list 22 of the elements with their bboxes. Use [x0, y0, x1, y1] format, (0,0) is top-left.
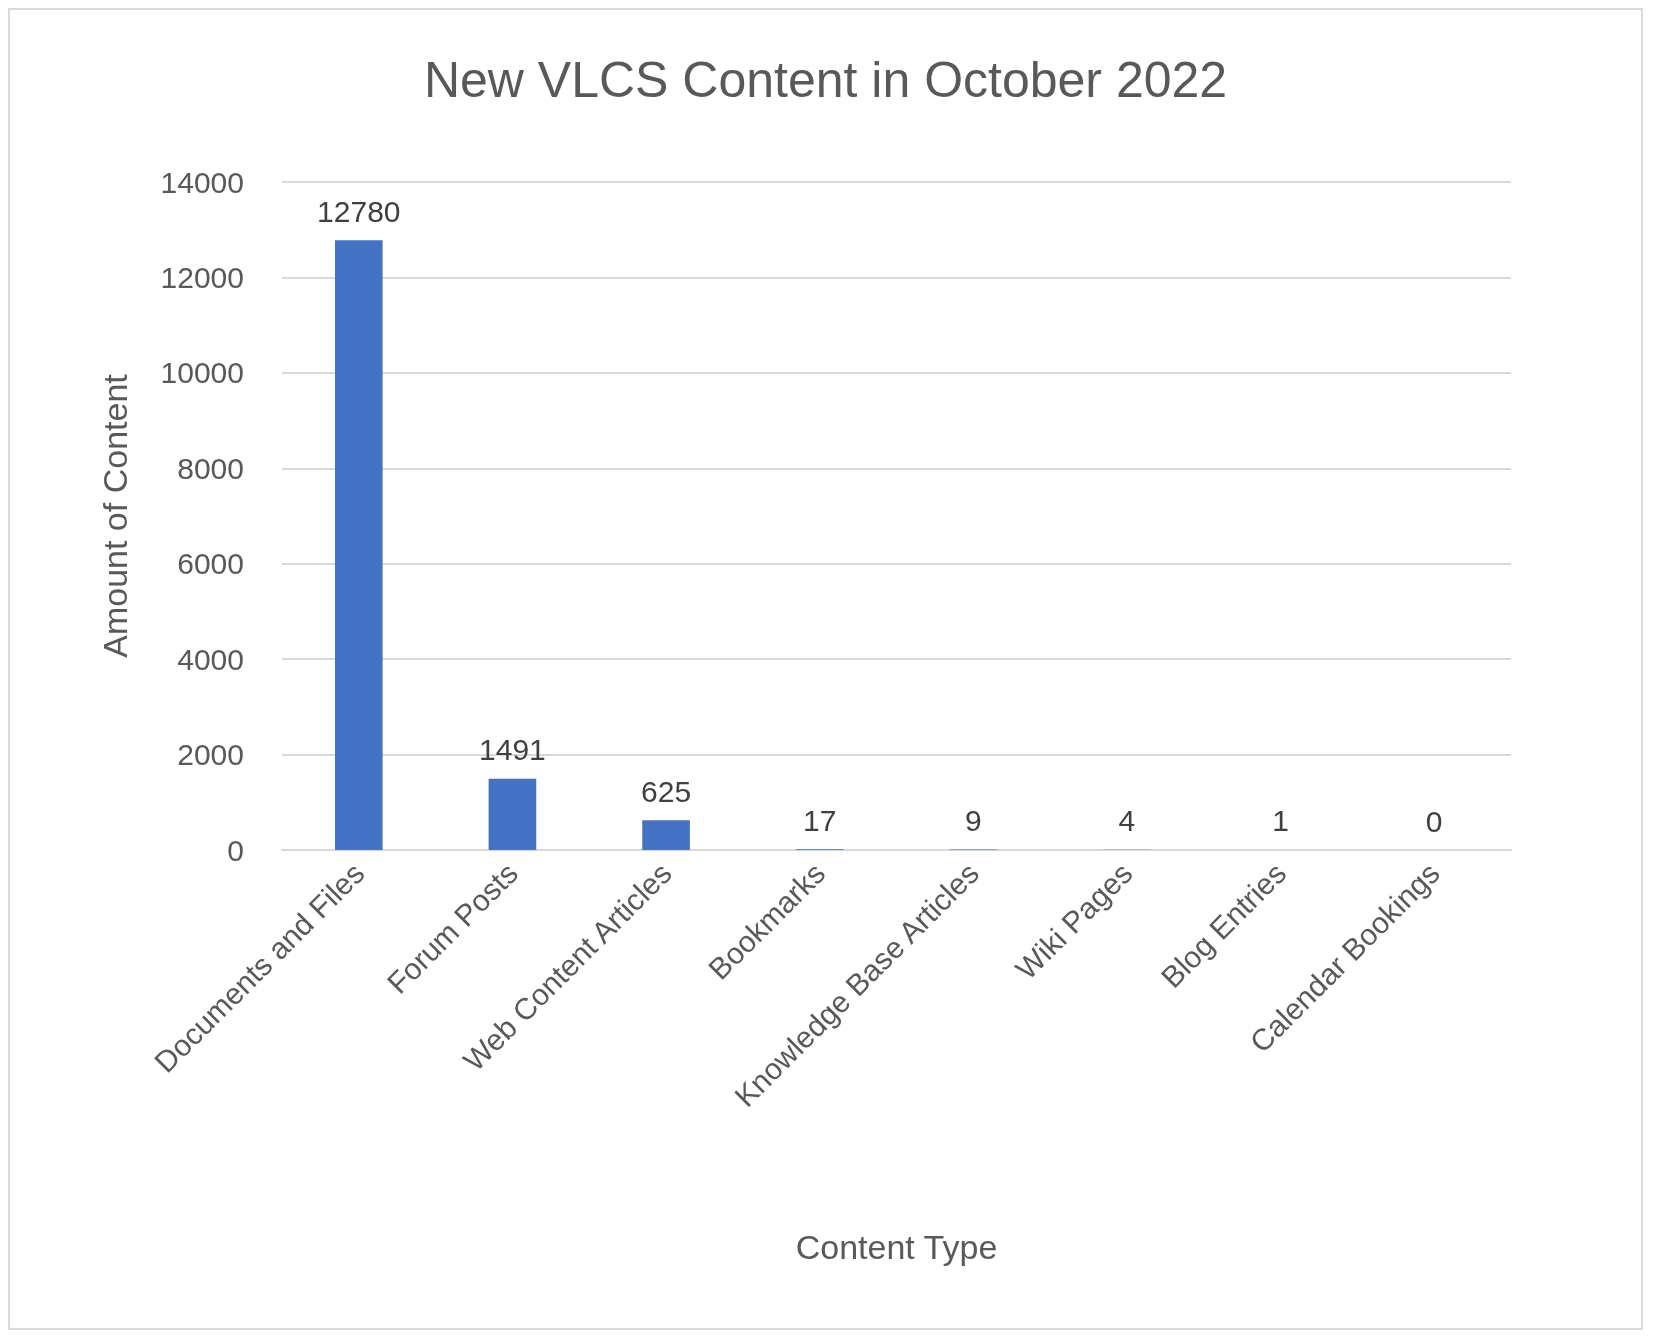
data-label: 625 [641, 774, 692, 808]
y-tick-label: 14000 [160, 165, 244, 199]
x-axis-title: Content Type [795, 1228, 998, 1266]
y-tick-label: 2000 [177, 738, 244, 772]
bar [642, 820, 690, 850]
bar [488, 778, 537, 850]
chart-title: New VLCS Content in October 2022 [423, 52, 1228, 108]
y-tick-label: 0 [227, 833, 244, 867]
data-label: 9 [964, 804, 982, 838]
y-tick-label: 4000 [177, 642, 244, 676]
bar [335, 240, 383, 850]
data-label: 4 [1118, 804, 1136, 838]
y-tick-label: 8000 [177, 451, 244, 485]
data-label: 0 [1425, 804, 1443, 838]
data-label: 1491 [479, 733, 546, 767]
y-axis-title: Amount of Content [96, 373, 134, 658]
data-label: 17 [803, 803, 837, 837]
y-tick-label: 10000 [160, 356, 244, 390]
y-tick-label: 12000 [160, 260, 244, 294]
y-tick-label: 6000 [177, 547, 244, 581]
data-label: 12780 [317, 194, 401, 228]
data-label: 1 [1272, 804, 1289, 838]
